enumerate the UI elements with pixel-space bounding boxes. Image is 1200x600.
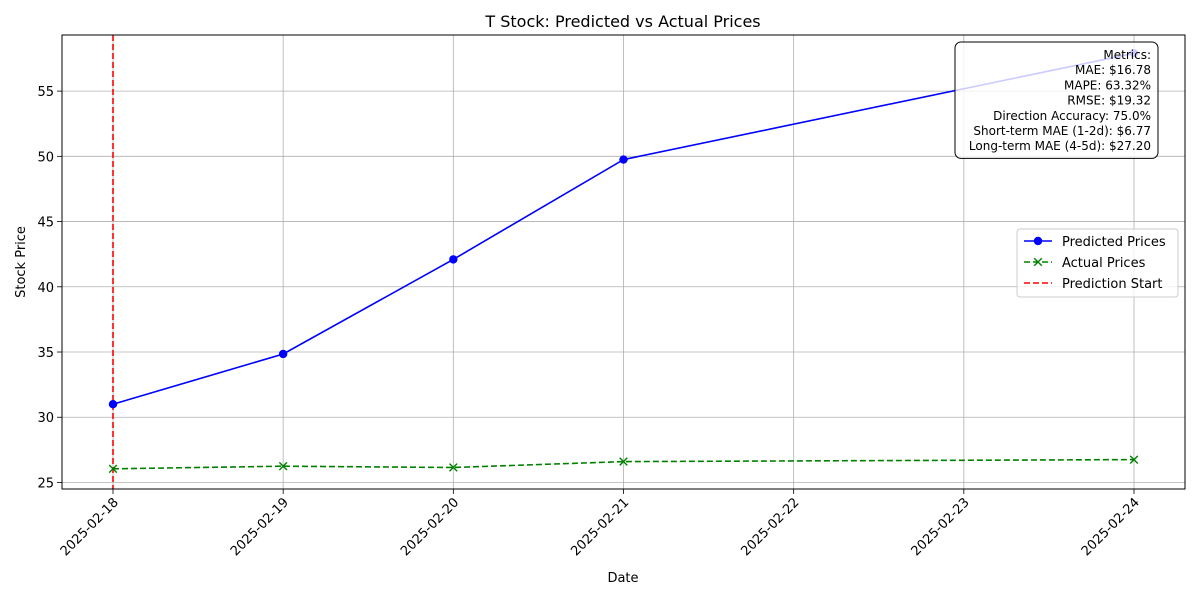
x-tick-label: 2025-02-18 xyxy=(58,495,122,559)
data-point xyxy=(278,461,288,471)
x-axis-label: Date xyxy=(607,571,638,586)
chart-title: T Stock: Predicted vs Actual Prices xyxy=(484,12,760,31)
legend-marker xyxy=(1033,236,1043,246)
legend-entry: Prediction Start xyxy=(1024,277,1162,292)
data-point xyxy=(108,464,118,474)
legend-label: Prediction Start xyxy=(1062,277,1162,292)
data-point xyxy=(449,463,458,472)
metrics-box-frame xyxy=(954,41,1159,159)
metrics-line: MAE: $16.78 xyxy=(1075,63,1151,77)
y-tick-label: 50 xyxy=(37,150,54,165)
x-tick-label: 2025-02-24 xyxy=(1079,495,1143,559)
legend: Predicted Prices Actual Prices Prediction … xyxy=(1016,228,1179,298)
y-tick-label: 55 xyxy=(37,85,54,100)
legend-entry: Actual Prices xyxy=(1024,256,1146,271)
data-point xyxy=(108,400,118,409)
y-tick-label: 45 xyxy=(37,216,54,231)
x-tick-label: 2025-02-19 xyxy=(228,495,292,559)
legend-marker xyxy=(1033,257,1043,267)
metrics-line: MAPE: 63.32% xyxy=(1064,78,1151,92)
data-point xyxy=(449,255,458,264)
metrics-line: Direction Accuracy: 75.0% xyxy=(993,109,1151,123)
series-actual-prices xyxy=(108,455,1139,474)
y-tick-label: 25 xyxy=(37,476,54,491)
data-point xyxy=(619,457,628,466)
y-axis-label: Stock Price xyxy=(14,226,29,298)
metrics-line: Metrics: xyxy=(1103,48,1151,62)
legend-entry: Predicted Prices xyxy=(1024,235,1166,250)
y-tick-label: 35 xyxy=(37,346,54,361)
x-axis-ticks: 2025-02-18 2025-02-19 2025-02-20 2025-02-21… xyxy=(58,489,1143,559)
metrics-line: RMSE: $19.32 xyxy=(1067,94,1151,108)
y-axis-ticks: 25 30 35 40 45 50 55 xyxy=(37,85,62,491)
metrics-line: Short-term MAE (1-2d): $6.77 xyxy=(973,124,1151,138)
y-tick-label: 30 xyxy=(37,411,54,426)
data-point xyxy=(278,349,288,359)
x-tick-label: 2025-02-20 xyxy=(398,495,462,559)
x-tick-label: 2025-02-21 xyxy=(568,495,632,559)
legend-frame xyxy=(1016,228,1179,298)
series-line xyxy=(112,458,1135,470)
x-tick-label: 2025-02-22 xyxy=(738,495,802,559)
data-point xyxy=(1129,455,1139,464)
legend-label: Predicted Prices xyxy=(1062,235,1166,250)
metrics-line: Long-term MAE (4-5d): $27.20 xyxy=(969,139,1151,153)
legend-label: Actual Prices xyxy=(1062,256,1146,271)
x-tick-label: 2025-02-23 xyxy=(909,495,973,559)
y-tick-label: 40 xyxy=(37,281,54,296)
data-point xyxy=(619,155,628,164)
